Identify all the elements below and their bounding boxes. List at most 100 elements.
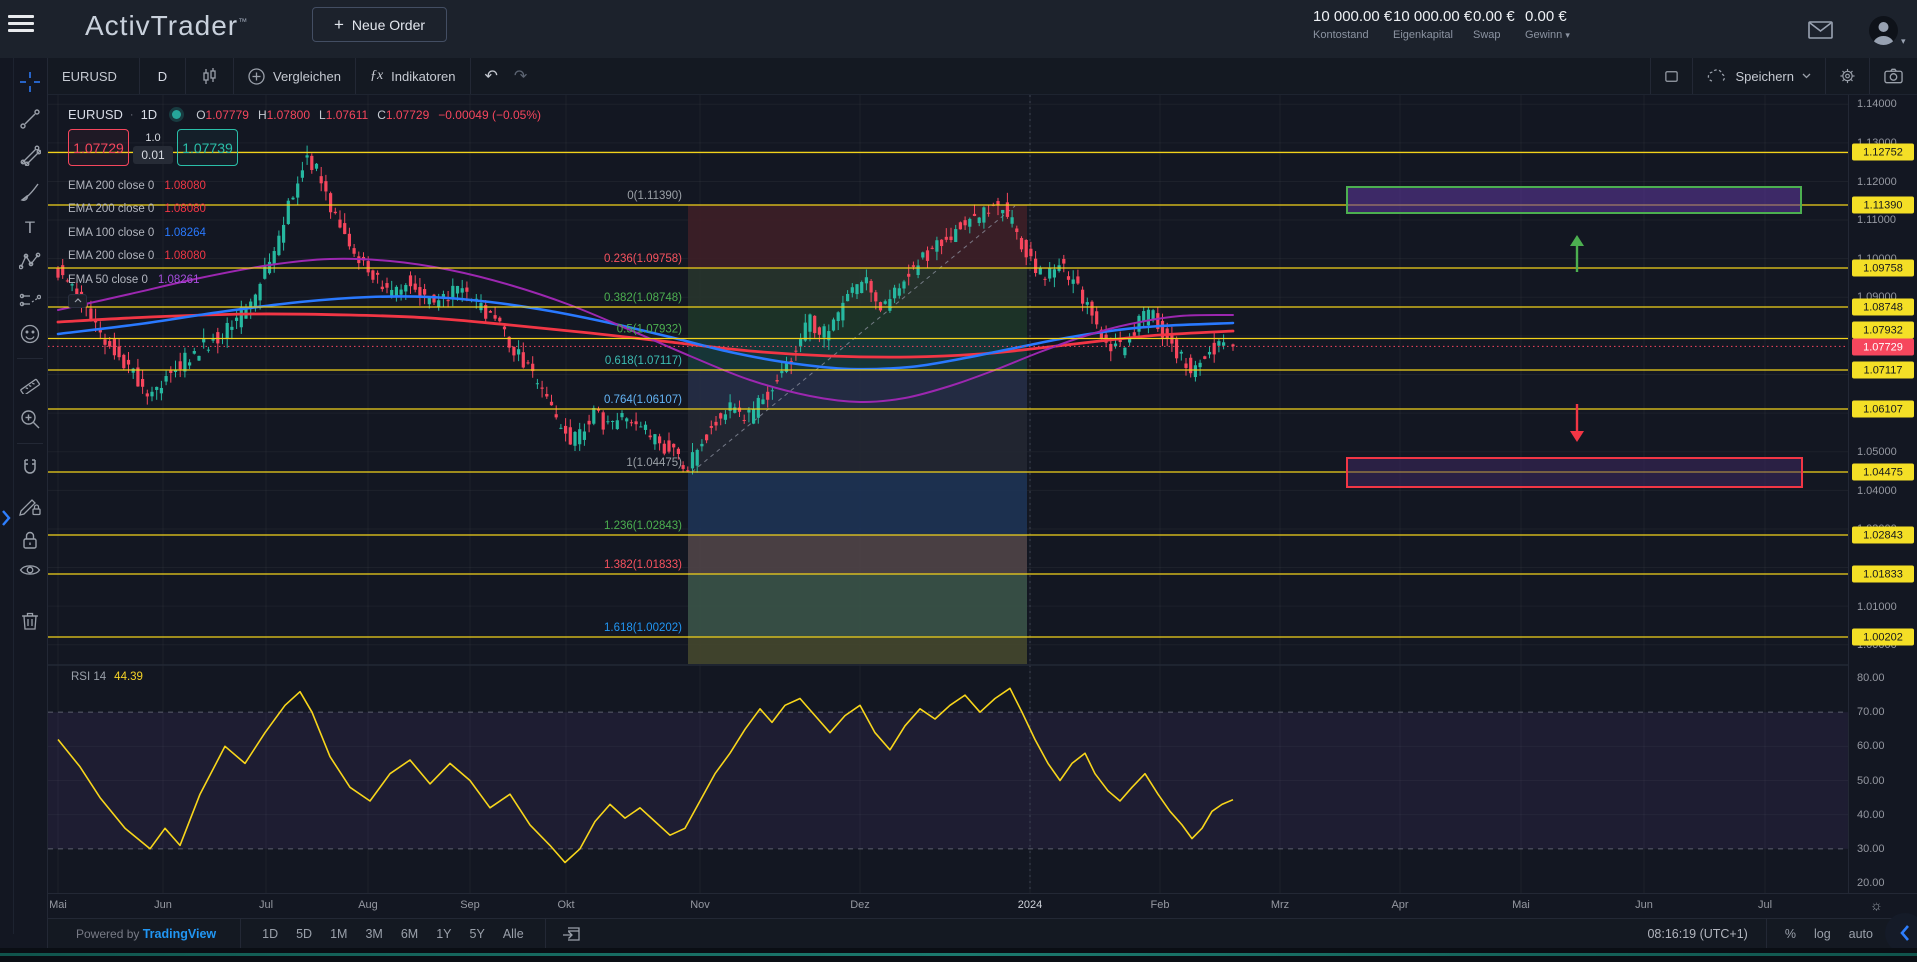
buy-button[interactable]: 1.07739 <box>177 129 238 166</box>
price-level-badge: 1.04475 <box>1852 463 1914 481</box>
indicator-row[interactable]: EMA 200 close 0 1.08080 <box>68 250 206 263</box>
time-axis[interactable]: ☼ Mai Jun Jul Aug Sep Okt Nov Dez 2024 Feb Mrz Apr M… <box>48 893 1917 918</box>
time-label: Aug <box>358 899 378 911</box>
indicator-row[interactable]: EMA 200 close 0 1.08080 <box>68 203 206 216</box>
hide-drawings-tool[interactable] <box>17 557 43 583</box>
percent-scale-button[interactable]: % <box>1784 926 1796 941</box>
indicator-row[interactable]: EMA 100 close 0 1.08264 <box>68 226 206 239</box>
time-label: Jun <box>1635 899 1653 911</box>
toolbar-divider <box>17 443 43 444</box>
fib-label: 1(1.04475) <box>626 457 682 469</box>
time-label: 2024 <box>1017 899 1043 911</box>
price-level-badge: 1.07932 <box>1852 321 1914 339</box>
price-level-badge: 1.02843 <box>1852 526 1914 544</box>
fx-icon: ƒx <box>369 68 384 83</box>
time-label: Mrz <box>1270 899 1290 911</box>
zoom-in-tool[interactable] <box>17 406 43 432</box>
range-3m[interactable]: 3M <box>365 926 383 941</box>
rsi-legend[interactable]: RSI 14 44.39 <box>71 671 143 683</box>
price-label: 1.05000 <box>1857 446 1897 458</box>
price-level-badge: 1.01833 <box>1852 565 1914 583</box>
interval-button[interactable]: D <box>140 58 186 94</box>
price-level-badge: 1.09758 <box>1852 259 1914 277</box>
forecast-tool[interactable] <box>17 287 43 313</box>
range-buttons: 1D 5D 1M 3M 6M 1Y 5Y Alle <box>241 924 545 944</box>
new-order-button[interactable]: + Neue Order <box>312 7 447 42</box>
last-candle <box>1231 344 1235 347</box>
fib-label: 0.5(1.07932) <box>617 324 682 336</box>
brand-logo: ActivTrader™ <box>85 10 249 41</box>
account-swap: 0.00 € Swap <box>1473 8 1515 41</box>
price-axis[interactable]: 1.140001.130001.120001.110001.100001.090… <box>1848 95 1917 893</box>
pitchfork-tool[interactable] <box>17 142 43 168</box>
tradingview-link[interactable]: TradingView <box>142 926 217 941</box>
indicators-button[interactable]: ƒx Indikatoren <box>356 58 471 94</box>
legend-symbol[interactable]: EURUSD <box>68 107 123 122</box>
session-settings-icon[interactable]: ☼ <box>1870 897 1883 913</box>
mail-icon[interactable] <box>1808 21 1833 44</box>
chart-style-button[interactable] <box>186 58 234 94</box>
legend-collapse-button[interactable] <box>68 293 87 308</box>
avatar[interactable] <box>1869 16 1898 45</box>
measure-tool[interactable] <box>17 370 43 396</box>
range-6m[interactable]: 6M <box>400 926 419 941</box>
account-profit[interactable]: 0.00 € Gewinn ▾ <box>1525 8 1570 41</box>
sell-button[interactable]: 1.07729 <box>68 129 129 166</box>
trendline-tool[interactable] <box>17 106 43 132</box>
lock-all-tool[interactable] <box>17 527 43 553</box>
market-open-dot[interactable] <box>172 110 182 119</box>
range-1m[interactable]: 1M <box>330 926 348 941</box>
screenshot-button[interactable] <box>1869 58 1917 94</box>
emoji-tool[interactable] <box>17 321 43 347</box>
layout-icon <box>1665 70 1679 82</box>
layout-button[interactable] <box>1650 58 1692 94</box>
rsi-scale-label: 80.00 <box>1857 672 1885 684</box>
range-5y[interactable]: 5Y <box>469 926 485 941</box>
redo-icon[interactable]: ↷ <box>513 68 528 85</box>
symbol-button[interactable]: EURUSD <box>48 58 140 94</box>
time-label: Dez <box>850 899 870 911</box>
avatar-chevron-down-icon[interactable]: ▾ <box>1901 36 1906 46</box>
range-5d[interactable]: 5D <box>296 926 313 941</box>
fib-label: 0.764(1.06107) <box>604 394 682 406</box>
remove-drawings-tool[interactable] <box>17 607 43 633</box>
rsi-scale-label: 30.00 <box>1857 843 1885 855</box>
drawing-lock-tool[interactable] <box>17 492 43 518</box>
range-1d[interactable]: 1D <box>262 926 279 941</box>
price-chart[interactable]: 0(1.11390) 0.236(1.09758) 0.382(1.08748) 0.… <box>48 95 1848 893</box>
indicator-row[interactable]: EMA 200 close 0 1.08080 <box>68 179 206 192</box>
range-all[interactable]: Alle <box>502 926 524 941</box>
auto-scale-button[interactable]: auto <box>1848 926 1873 941</box>
log-scale-button[interactable]: log <box>1813 926 1831 941</box>
rsi-scale-label: 70.00 <box>1857 706 1885 718</box>
chevron-down-icon: ▾ <box>1565 30 1570 40</box>
compare-button[interactable]: Vergleichen <box>234 58 356 94</box>
clock[interactable]: 08:16:19 (UTC+1) <box>1647 926 1748 941</box>
brush-tool[interactable] <box>17 179 43 205</box>
range-1y[interactable]: 1Y <box>436 926 452 941</box>
panel-expand-chevron-icon[interactable] <box>0 508 12 533</box>
text-tool[interactable]: T <box>17 214 43 240</box>
time-label: Okt <box>557 899 575 911</box>
xabcd-pattern-tool[interactable] <box>17 249 43 275</box>
collapse-panel-button[interactable] <box>1885 913 1917 953</box>
crosshair-tool[interactable] <box>17 69 43 95</box>
ema-line <box>57 257 1234 404</box>
settings-button[interactable] <box>1825 58 1869 94</box>
indicator-row[interactable]: EMA 50 close 0 1.08261 <box>68 273 200 286</box>
change-value: −0.00049 (−0.05%) <box>438 107 541 122</box>
zone-rect <box>1346 457 1803 488</box>
rsi-scale-label: 40.00 <box>1857 809 1885 821</box>
lot-size-input[interactable]: 0.01 <box>133 145 173 164</box>
hamburger-menu-icon[interactable] <box>8 15 34 33</box>
price-label: 1.12000 <box>1857 176 1897 188</box>
magnet-tool[interactable] <box>17 455 43 481</box>
fib-label: 0.618(1.07117) <box>605 355 682 367</box>
price-label: 1.11000 <box>1857 214 1896 226</box>
price-level-badge: 1.06107 <box>1852 400 1914 418</box>
save-button[interactable]: Speichern <box>1692 58 1825 94</box>
undo-icon[interactable]: ↶ <box>484 68 498 85</box>
fib-label: 0.236(1.09758) <box>604 253 682 265</box>
goto-date-button[interactable] <box>546 926 597 942</box>
rsi-scale-label: 50.00 <box>1857 775 1885 787</box>
